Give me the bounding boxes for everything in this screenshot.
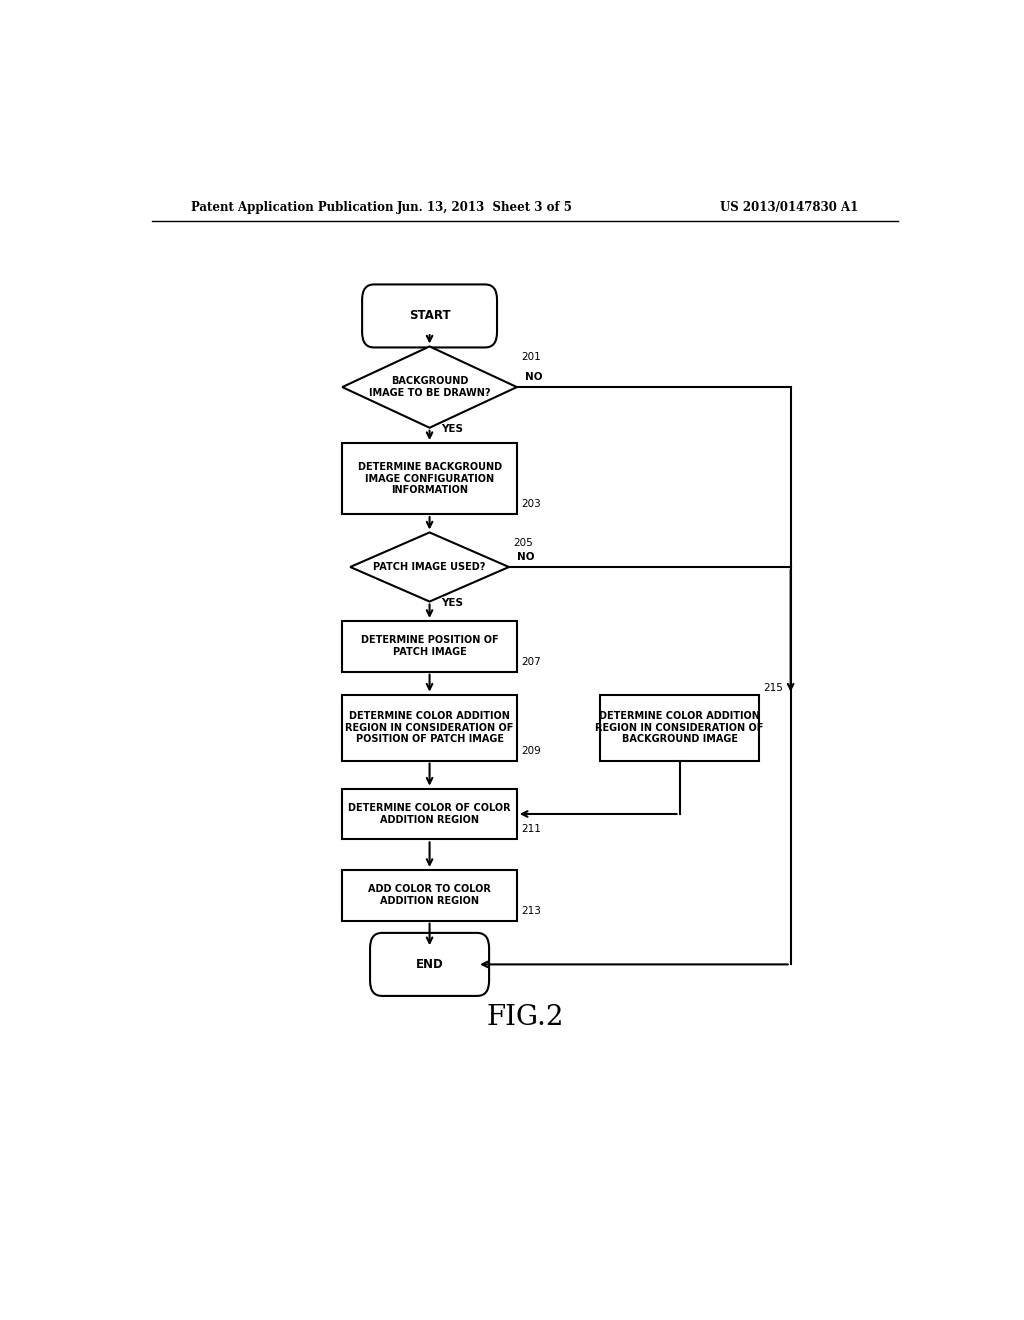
FancyBboxPatch shape xyxy=(342,620,517,672)
Text: FIG.2: FIG.2 xyxy=(486,1003,563,1031)
Text: END: END xyxy=(416,958,443,972)
Text: Patent Application Publication: Patent Application Publication xyxy=(191,201,394,214)
Text: NO: NO xyxy=(517,552,535,562)
Text: PATCH IMAGE USED?: PATCH IMAGE USED? xyxy=(374,562,485,572)
Text: DETERMINE COLOR ADDITION
REGION IN CONSIDERATION OF
BACKGROUND IMAGE: DETERMINE COLOR ADDITION REGION IN CONSI… xyxy=(595,711,764,744)
FancyBboxPatch shape xyxy=(362,284,497,347)
FancyBboxPatch shape xyxy=(370,933,489,995)
Text: DETERMINE POSITION OF
PATCH IMAGE: DETERMINE POSITION OF PATCH IMAGE xyxy=(360,635,499,657)
Text: BACKGROUND
IMAGE TO BE DRAWN?: BACKGROUND IMAGE TO BE DRAWN? xyxy=(369,376,490,397)
Text: 203: 203 xyxy=(521,499,541,510)
FancyBboxPatch shape xyxy=(342,870,517,921)
Text: ADD COLOR TO COLOR
ADDITION REGION: ADD COLOR TO COLOR ADDITION REGION xyxy=(369,884,490,906)
FancyBboxPatch shape xyxy=(342,694,517,760)
Text: 215: 215 xyxy=(763,682,782,693)
Text: DETERMINE COLOR OF COLOR
ADDITION REGION: DETERMINE COLOR OF COLOR ADDITION REGION xyxy=(348,803,511,825)
Text: NO: NO xyxy=(524,372,543,381)
Text: 207: 207 xyxy=(521,656,541,667)
Polygon shape xyxy=(342,346,517,428)
FancyBboxPatch shape xyxy=(600,694,759,760)
FancyBboxPatch shape xyxy=(342,444,517,515)
Text: DETERMINE COLOR ADDITION
REGION IN CONSIDERATION OF
POSITION OF PATCH IMAGE: DETERMINE COLOR ADDITION REGION IN CONSI… xyxy=(345,711,514,744)
Text: DETERMINE BACKGROUND
IMAGE CONFIGURATION
INFORMATION: DETERMINE BACKGROUND IMAGE CONFIGURATION… xyxy=(357,462,502,495)
Text: 205: 205 xyxy=(513,537,532,548)
Text: 213: 213 xyxy=(521,906,541,916)
Text: YES: YES xyxy=(441,424,464,434)
Text: YES: YES xyxy=(441,598,464,607)
Text: START: START xyxy=(409,309,451,322)
Text: 201: 201 xyxy=(521,351,541,362)
Polygon shape xyxy=(350,532,509,602)
Text: Jun. 13, 2013  Sheet 3 of 5: Jun. 13, 2013 Sheet 3 of 5 xyxy=(397,201,573,214)
Text: 211: 211 xyxy=(521,824,541,834)
FancyBboxPatch shape xyxy=(342,788,517,840)
Text: 209: 209 xyxy=(521,746,541,755)
Text: US 2013/0147830 A1: US 2013/0147830 A1 xyxy=(720,201,858,214)
